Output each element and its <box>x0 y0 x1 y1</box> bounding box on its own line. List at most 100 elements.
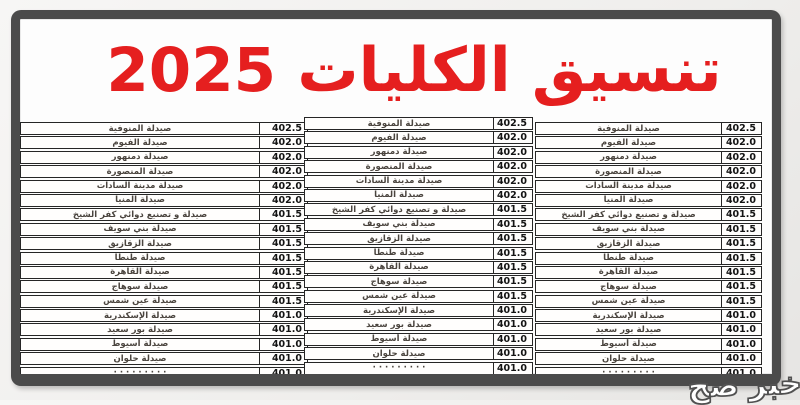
college-name: صيدلة سوهاج <box>370 276 428 287</box>
college-score: 401.5 <box>259 223 307 235</box>
college-score: 402.0 <box>259 151 307 163</box>
college-name: صيدلة القاهرة <box>598 267 659 278</box>
college-score: 401.0 <box>493 305 532 317</box>
college-score: 402.5 <box>259 123 307 134</box>
table-row: صيدلة الفيوم 402.0 <box>304 131 533 145</box>
college-score: 401.0 <box>259 310 307 322</box>
table-row: صيدلة عين شمس 401.5 <box>535 294 762 308</box>
college-score: 401.5 <box>721 252 761 264</box>
college-name: صيدلة الإسكندرية <box>592 310 665 321</box>
table-row: صيدلة عين شمس 401.5 <box>20 294 308 308</box>
college-score: 402.0 <box>493 189 532 201</box>
table-row: صيدلة سوهاج 401.5 <box>304 275 533 289</box>
college-name: صيدلة أسيوط <box>111 339 169 350</box>
table-row: صيدلة مدينة السادات 402.0 <box>20 179 308 193</box>
college-score: 401.5 <box>493 247 532 259</box>
college-name: · · · · · · · · · <box>113 368 167 374</box>
table-row: صيدلة بور سعيد 401.0 <box>304 318 533 332</box>
college-name: صيدلة المنوفية <box>108 123 172 134</box>
college-name: صيدلة القاهرة <box>110 267 170 278</box>
college-name: صيدلة و تصنيع دوائي كفر الشيخ <box>561 209 696 220</box>
college-score: 402.0 <box>721 194 761 206</box>
college-score: 402.0 <box>721 151 761 163</box>
college-name: صيدلة بور سعيد <box>107 324 173 335</box>
table-row: صيدلة المنيا 402.0 <box>535 193 762 207</box>
college-name: صيدلة المنوفية <box>367 118 431 129</box>
college-name: صيدلة الفيوم <box>371 132 427 143</box>
college-score: 401.0 <box>259 353 307 365</box>
table-row: صيدلة الزقازيق 401.5 <box>304 232 533 246</box>
table-row: صيدلة و تصنيع دوائي كفر الشيخ 401.5 <box>304 203 533 217</box>
poster-content: تنسيق الكليات 2025 صيدلة المنوفية 402.5 صي… <box>20 19 772 374</box>
college-name: صيدلة أسيوط <box>600 339 657 350</box>
table-row: صيدلة المنصورة 402.0 <box>20 165 308 179</box>
college-name: صيدلة المنيا <box>374 190 424 201</box>
college-name: صيدلة الفيوم <box>112 137 168 148</box>
college-name: صيدلة مدينة السادات <box>585 181 672 192</box>
college-name: صيدلة عين شمس <box>103 296 177 307</box>
table-row: صيدلة حلوان 401.0 <box>20 352 308 366</box>
table-row: صيدلة و تصنيع دوائي كفر الشيخ 401.5 <box>535 208 762 222</box>
college-name: صيدلة بني سويف <box>591 224 666 235</box>
table-row: صيدلة بني سويف 401.5 <box>20 222 308 236</box>
table-row: صيدلة حلوان 401.0 <box>535 352 762 366</box>
college-name: صيدلة بني سويف <box>362 219 436 230</box>
table-row: صيدلة الفيوم 402.0 <box>20 136 308 150</box>
college-score: 401.0 <box>493 333 532 345</box>
college-score: 401.5 <box>493 204 532 216</box>
college-name: صيدلة الزقازيق <box>367 233 431 244</box>
table-row: صيدلة الزقازيق 401.5 <box>20 237 308 251</box>
college-score: 401.0 <box>721 367 761 374</box>
college-score: 402.5 <box>493 118 532 129</box>
table-row: صيدلة أسيوط 401.0 <box>20 337 308 351</box>
college-score: 401.0 <box>259 338 307 350</box>
college-score: 401.5 <box>259 209 307 221</box>
college-score: 401.5 <box>493 233 532 245</box>
college-score: 401.0 <box>721 338 761 350</box>
table-row: صيدلة أسيوط 401.0 <box>535 337 762 351</box>
table-row: صيدلة دمنهور 402.0 <box>535 150 762 164</box>
college-name: صيدلة طنطا <box>114 253 166 264</box>
table-row: صيدلة الإسكندرية 401.0 <box>304 304 533 318</box>
college-score: 401.5 <box>721 295 761 307</box>
college-score: 402.5 <box>721 123 761 134</box>
college-score: 402.0 <box>259 194 307 206</box>
college-name: صيدلة الزقازيق <box>596 238 661 249</box>
table-row: صيدلة مدينة السادات 402.0 <box>304 174 533 188</box>
college-score: 401.0 <box>721 310 761 322</box>
college-name: صيدلة الإسكندرية <box>362 305 436 316</box>
college-score: 401.5 <box>493 261 532 273</box>
table-row: صيدلة بور سعيد 401.0 <box>20 323 308 337</box>
scores-table-right: صيدلة المنوفية 402.5 صيدلة الفيوم 402.0 صيدل… <box>535 122 762 374</box>
table-row: صيدلة و تصنيع دوائي كفر الشيخ 401.5 <box>20 208 308 222</box>
college-score: 401.0 <box>493 319 532 331</box>
table-row: صيدلة المنوفية 402.5 <box>304 117 533 130</box>
college-name: صيدلة المنصورة <box>595 166 662 177</box>
college-name: صيدلة المنوفية <box>597 123 660 134</box>
college-name: صيدلة دمنهور <box>111 152 169 163</box>
college-name: صيدلة بور سعيد <box>366 319 432 330</box>
college-name: صيدلة و تصنيع دوائي كفر الشيخ <box>72 209 208 220</box>
table-row-partial: · · · · · · · · · 401.0 <box>535 366 762 374</box>
table-row: صيدلة المنصورة 402.0 <box>535 165 762 179</box>
table-row: صيدلة الفيوم 402.0 <box>535 136 762 150</box>
scores-table-middle: صيدلة المنوفية 402.5 صيدلة الفيوم 402.0 صيدل… <box>304 117 533 374</box>
college-name: صيدلة دمنهور <box>370 147 428 158</box>
college-name: صيدلة الفيوم <box>600 137 657 148</box>
college-name: صيدلة الإسكندرية <box>103 310 177 321</box>
college-name: صيدلة سوهاج <box>111 281 169 292</box>
table-row-partial: · · · · · · · · · 401.0 <box>20 366 308 374</box>
college-name: صيدلة المنيا <box>603 195 654 206</box>
table-row: صيدلة أسيوط 401.0 <box>304 332 533 346</box>
college-name: صيدلة طنطا <box>603 253 654 264</box>
table-row: صيدلة طنطا 401.5 <box>535 251 762 265</box>
college-score: 402.0 <box>721 166 761 178</box>
college-score: 401.5 <box>721 223 761 235</box>
college-name: · · · · · · · · · <box>602 368 655 374</box>
college-score: 401.5 <box>259 252 307 264</box>
college-name: · · · · · · · · · <box>372 363 426 374</box>
college-score: 402.0 <box>259 166 307 178</box>
college-score: 402.0 <box>493 132 532 144</box>
table-row: صيدلة الإسكندرية 401.0 <box>20 309 308 323</box>
table-row: صيدلة القاهرة 401.5 <box>20 265 308 279</box>
